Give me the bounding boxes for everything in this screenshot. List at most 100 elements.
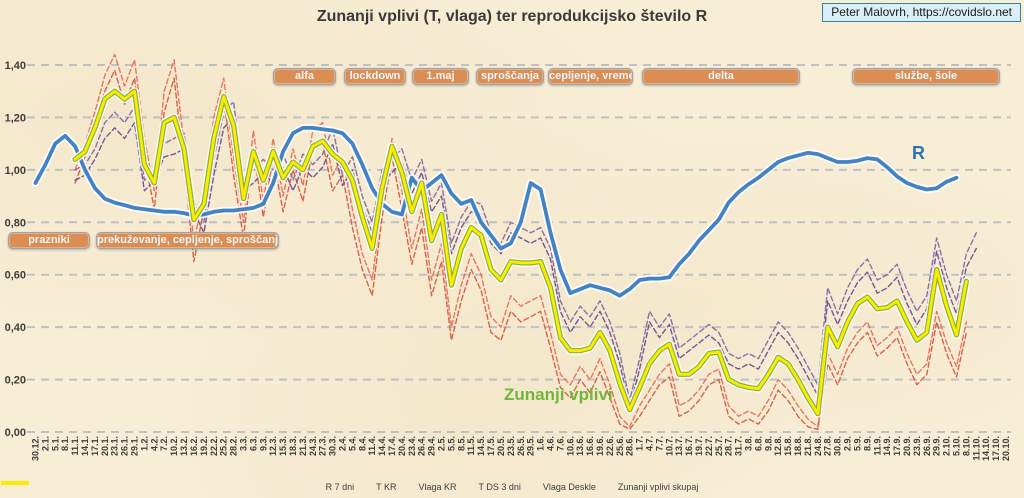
legend-item: R 7 dni <box>1 481 355 492</box>
x-tick-label: 5.5. <box>446 436 456 451</box>
x-tick-label: 17.5. <box>486 436 496 456</box>
series-path <box>74 69 968 431</box>
x-tick-label: 22.6. <box>605 436 615 456</box>
x-tick-label: 28.2. <box>229 436 239 456</box>
x-tick-label: 23.5. <box>506 436 516 456</box>
x-tick-label: 26.9. <box>922 436 932 456</box>
annotation-badge: lockdown <box>344 68 406 85</box>
x-tick-label: 5.10. <box>951 436 961 456</box>
x-tick-label: 1.6. <box>536 436 546 451</box>
x-tick-label: 2.9. <box>843 436 853 451</box>
x-tick-label: 27.8. <box>823 436 833 456</box>
legend-item: Zunanji vplivi skupaj <box>1 481 699 492</box>
annotation-badge: cepljenje, vreme <box>548 68 633 85</box>
x-tick-label: 17.4. <box>387 436 397 456</box>
x-tick-label: 14.4. <box>377 436 387 456</box>
x-tick-label: 17.10. <box>991 436 1001 461</box>
x-tick-label: 9.3. <box>258 436 268 451</box>
annotation-badge: prekuževanje, cepljenje, sproščanje <box>96 232 279 249</box>
legend-label: Zunanji vplivi skupaj <box>617 482 699 492</box>
x-tick-label: 5.1. <box>50 436 60 451</box>
x-tick-label: 3.8. <box>744 436 754 451</box>
data-series <box>31 53 977 431</box>
x-tick-label: 16.6. <box>585 436 595 456</box>
x-tick-label: 19.2. <box>199 436 209 456</box>
y-tick-label: 1,40 <box>5 60 26 72</box>
x-tick-label: 25.2. <box>219 436 229 456</box>
legend-item: Vlaga KR <box>1 482 457 492</box>
x-tick-label: 29.9. <box>932 436 942 456</box>
x-tick-label: 26.4. <box>417 436 427 456</box>
attribution-box: Peter Malovrh, https://covidslo.net <box>822 3 1021 22</box>
y-tick-label: 1,20 <box>5 112 26 124</box>
x-tick-label: 6.8. <box>753 436 763 451</box>
x-tick-label: 15.3. <box>278 436 288 456</box>
legend-item: Vlaga Deskle <box>1 482 596 492</box>
x-tick-label: 23.9. <box>912 436 922 456</box>
x-tick-label: 26.5. <box>516 436 526 456</box>
x-tick-label: 6.3. <box>248 436 258 451</box>
x-tick-label: 16.7. <box>684 436 694 456</box>
x-tick-label: 23.4. <box>407 436 417 456</box>
legend-item: T DS 3 dni <box>1 482 521 492</box>
x-tick-label: 1.2. <box>139 436 149 451</box>
legend-label: R 7 dni <box>325 482 355 492</box>
x-tick-label: 13.2. <box>179 436 189 456</box>
x-tick-label: 29.4. <box>427 436 437 456</box>
x-tick-label: 8.5. <box>456 436 466 451</box>
x-tick-label: 22.2. <box>209 436 219 456</box>
chart-title: Zunanji vplivi (T, vlaga) ter reprodukci… <box>316 8 708 25</box>
y-tick-label: 0,40 <box>5 322 26 334</box>
legend-label: Vlaga Deskle <box>542 482 596 492</box>
x-tick-label: 20.9. <box>902 436 912 456</box>
x-tick-label: 9.8. <box>763 436 773 451</box>
legend-swatch <box>1 481 29 485</box>
x-tick-label: 8.4. <box>357 436 367 451</box>
x-tick-label: 29.1. <box>130 436 140 456</box>
x-tick-label: 5.9. <box>852 436 862 451</box>
x-tick-label: 8.10. <box>961 436 971 456</box>
x-tick-label: 30.8. <box>833 436 843 456</box>
x-tick-label: 21.8. <box>803 436 813 456</box>
x-tick-label: 29.5. <box>526 436 536 456</box>
x-tick-label: 4.2. <box>149 436 159 451</box>
x-tick-label: 15.8. <box>783 436 793 456</box>
x-tick-label: 26.1. <box>120 436 130 456</box>
x-tick-label: 14.5. <box>476 436 486 456</box>
chart-legend: R 7 dni T KR Vlaga KR T DS 3 dni Vlaga Deskl… <box>0 479 1024 495</box>
annotation-badge: 1.maj <box>412 68 469 85</box>
x-tick-label: 20.10. <box>1001 436 1011 461</box>
x-tick-label: 17.1. <box>90 436 100 456</box>
x-tick-label: 24.8. <box>813 436 823 456</box>
legend-label: T KR <box>376 482 397 492</box>
x-axis-labels: 30.12. 2.1. 5.1. 8.1. 11.1. 14.1. 17.1. 20.1. 23… <box>31 436 1012 461</box>
y-tick-label: 0,60 <box>5 270 26 282</box>
annotation-badge: prazniki <box>8 232 90 249</box>
x-tick-label: 2.4. <box>337 436 347 451</box>
annotation-badge: delta <box>642 68 800 85</box>
x-tick-label: 4.6. <box>545 436 555 451</box>
x-tick-label: 12.8. <box>773 436 783 456</box>
x-tick-label: 7.2. <box>159 436 169 451</box>
x-tick-label: 18.3. <box>288 436 298 456</box>
series-path <box>71 87 971 418</box>
x-tick-label: 2.1. <box>40 436 50 451</box>
x-tick-label: 20.5. <box>496 436 506 456</box>
legend-item: T KR <box>1 482 397 492</box>
x-tick-label: 3.3. <box>238 436 248 451</box>
legend-label: Vlaga KR <box>418 482 457 492</box>
annotation-badge: alfa <box>273 68 336 85</box>
x-tick-label: 17.9. <box>892 436 902 456</box>
x-tick-label: 5.4. <box>347 436 357 451</box>
x-tick-label: 11.1. <box>70 436 80 456</box>
x-tick-label: 18.8. <box>793 436 803 456</box>
x-tick-label: 24.3. <box>308 436 318 456</box>
x-tick-label: 28.6. <box>625 436 635 456</box>
x-tick-label: 1.7. <box>635 436 645 451</box>
x-tick-label: 2.10. <box>942 436 952 456</box>
legend-label: T DS 3 dni <box>478 482 521 492</box>
x-tick-label: 20.1. <box>100 436 110 456</box>
x-tick-label: 21.3. <box>298 436 308 456</box>
series-callout-label: R <box>912 143 925 163</box>
